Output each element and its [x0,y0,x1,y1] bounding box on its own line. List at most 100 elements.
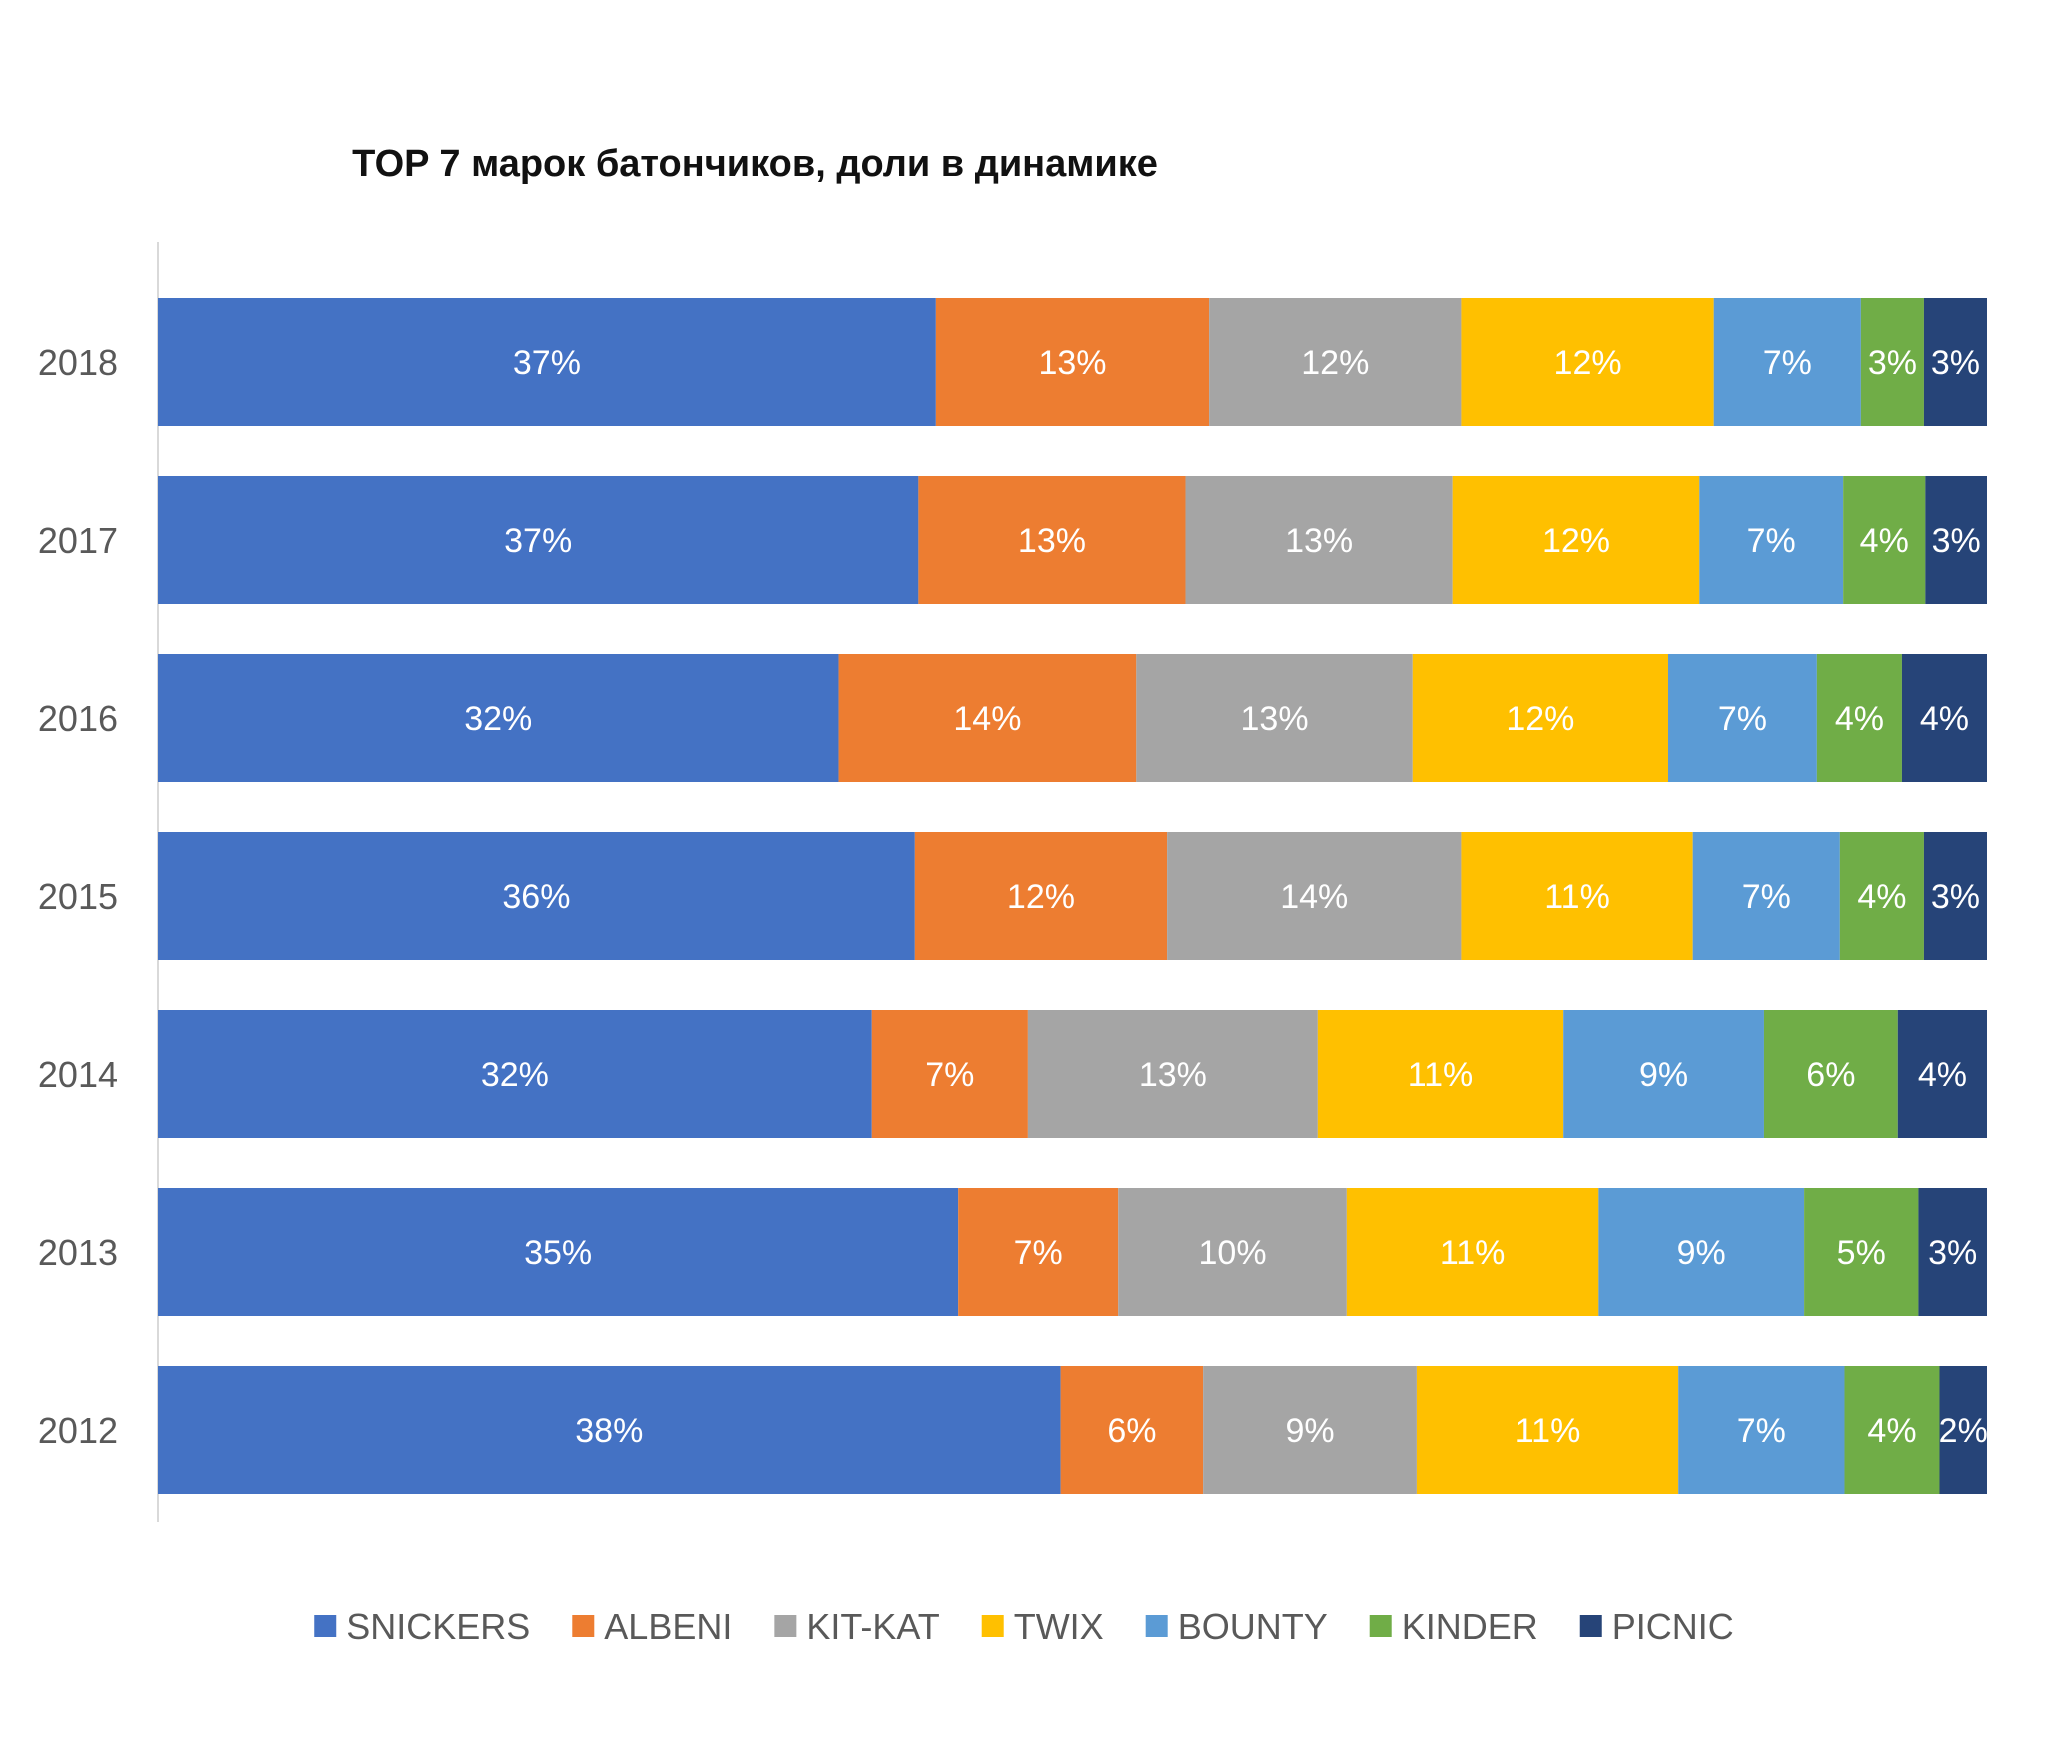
legend-item-picnic: PICNIC [1579,1606,1734,1647]
legend-label: SNICKERS [346,1606,530,1647]
data-label: 13% [1038,344,1106,382]
bar-segment-snickers [158,1010,872,1138]
bar-segment-picnic [1939,1366,1987,1494]
bar-segment-snickers [158,654,839,782]
bar-segment-picnic [1923,298,1987,426]
bar-segment-picnic [1923,832,1987,960]
data-label: 12% [1301,344,1369,382]
bar-segment-kinder [1763,1010,1898,1138]
data-label: 4% [1867,1412,1916,1450]
bar-segment-twix [1416,1366,1679,1494]
bar-segment-kit-kat [1185,476,1453,604]
data-label: 7% [1014,1234,1063,1272]
data-label: 6% [1806,1056,1855,1094]
y-tick-label: 2016 [38,698,118,739]
bar-segment-bounty [1598,1188,1805,1316]
data-label: 13% [1285,522,1353,560]
legend-item-twix: TWIX [981,1606,1104,1647]
data-label: 9% [1677,1234,1726,1272]
bar-segment-snickers [158,1366,1061,1494]
legend-swatch [774,1615,797,1637]
y-tick-label: 2017 [38,520,118,561]
legend-label: BOUNTY [1178,1606,1328,1647]
data-label: 10% [1199,1234,1267,1272]
data-label: 4% [1920,700,1969,738]
bar-segment-twix [1461,832,1693,960]
bar-segment-picnic [1901,654,1987,782]
data-label: 4% [1918,1056,1967,1094]
legend-item-kinder: KINDER [1369,1606,1538,1647]
data-label: 3% [1868,344,1917,382]
legend-swatch [1369,1615,1392,1637]
bar-segment-kit-kat [1209,298,1462,426]
y-tick-label: 2018 [38,342,118,383]
data-label: 37% [504,522,572,560]
bar-segment-bounty [1563,1010,1764,1138]
data-label: 6% [1107,1412,1156,1450]
chart-title: TOP 7 марок батончиков, доли в динамике [352,143,1158,185]
bar-segment-kinder [1860,298,1924,426]
bar-segment-twix [1461,298,1714,426]
data-label: 11% [1515,1412,1581,1450]
bar-segment-snickers [158,1188,959,1316]
bar-segment-albeni [871,1010,1028,1138]
data-label: 9% [1639,1056,1688,1094]
data-label: 7% [1747,522,1796,560]
data-label: 11% [1440,1234,1506,1272]
data-label: 12% [1007,878,1075,916]
data-label: 36% [502,878,570,916]
legend-label: TWIX [1014,1606,1104,1647]
data-label: 12% [1554,344,1622,382]
bar-segment-albeni [838,654,1137,782]
data-label: 4% [1860,522,1909,560]
data-label: 13% [1139,1056,1207,1094]
data-label: 11% [1408,1056,1474,1094]
bar-segment-bounty [1699,476,1844,604]
bar-segment-kit-kat [1118,1188,1347,1316]
y-tick-label: 2012 [38,1410,118,1451]
bar-segment-kinder [1804,1188,1919,1316]
bar-segment-twix [1412,654,1668,782]
data-label: 2% [1939,1412,1988,1450]
data-label: 3% [1928,1234,1977,1272]
data-label: 7% [1737,1412,1786,1450]
data-label: 38% [575,1412,643,1450]
legend-item-kit-kat: KIT-KAT [774,1606,940,1647]
legend-label: KIT-KAT [806,1606,939,1647]
legend-swatch [572,1615,595,1637]
legend-item-snickers: SNICKERS [314,1606,530,1647]
bar-segment-kit-kat [1203,1366,1417,1494]
bar-segment-kit-kat [1136,654,1413,782]
y-tick-label: 2014 [38,1054,118,1095]
data-label: 13% [1241,700,1309,738]
bar-segment-picnic [1897,1010,1987,1138]
data-label: 35% [524,1234,592,1272]
legend-label: KINDER [1402,1606,1538,1647]
data-label: 14% [1280,878,1348,916]
bar-segment-kit-kat [1027,1010,1318,1138]
data-label: 9% [1285,1412,1334,1450]
bar-segment-albeni [918,476,1186,604]
legend-item-bounty: BOUNTY [1145,1606,1328,1647]
bar-segment-snickers [158,298,936,426]
data-label: 4% [1835,700,1884,738]
legend-label: ALBENI [604,1606,732,1647]
data-label: 32% [464,700,532,738]
data-label: 12% [1542,522,1610,560]
bar-segment-picnic [1925,476,1987,604]
legend-swatch [981,1615,1004,1637]
data-label: 37% [513,344,581,382]
legend: SNICKERS ALBENI KIT-KAT TWIX BOUNTY KINDER PIC… [314,1606,1734,1647]
y-tick-label: 2015 [38,876,118,917]
data-label: 14% [953,700,1021,738]
bar-segment-albeni [914,832,1168,960]
y-tick-label: 2013 [38,1232,118,1273]
bar-segment-albeni [935,298,1210,426]
bar-segment-bounty [1667,654,1817,782]
bars-group: 2018 37% 13% 12% 12% 7% 3% 3% 2017 37% 13% 13% 12% 7%… [38,298,1988,1494]
data-label: 4% [1857,878,1906,916]
bar-segment-twix [1452,476,1700,604]
data-label: 5% [1837,1234,1886,1272]
data-label: 32% [481,1056,549,1094]
